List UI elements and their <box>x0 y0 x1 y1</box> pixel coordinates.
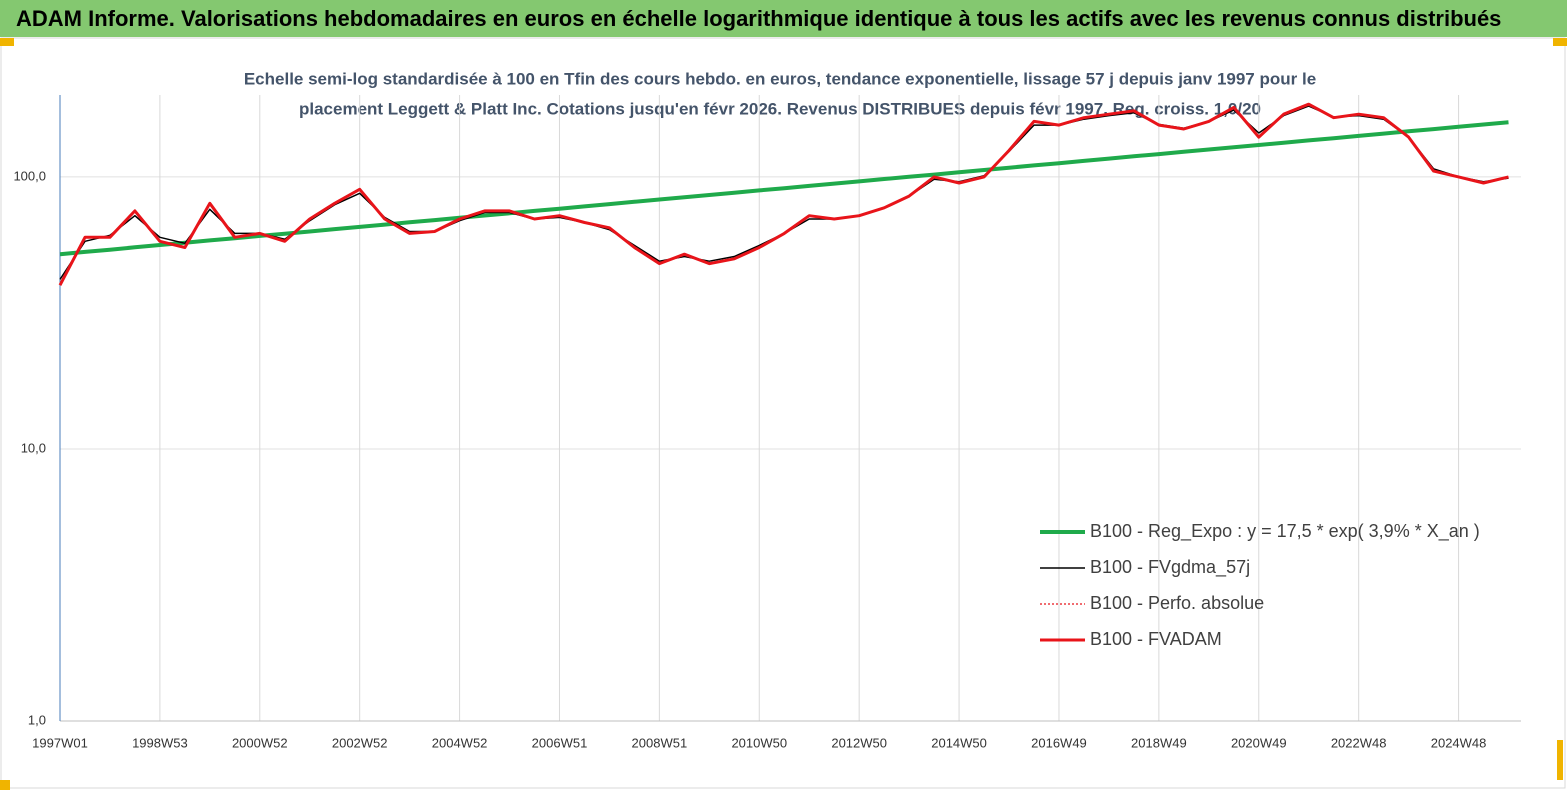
x-tick-label: 2020W49 <box>1231 735 1287 750</box>
x-tick-label: 2004W52 <box>432 735 488 750</box>
x-tick-label: 2000W52 <box>232 735 288 750</box>
series-line <box>58 102 1509 286</box>
corner <box>1557 740 1563 780</box>
chart-title: placement Leggett & Platt Inc. Cotations… <box>299 99 1261 118</box>
series-line <box>59 105 1509 280</box>
y-tick-label: 10,0 <box>21 440 46 455</box>
x-tick-label: 1998W53 <box>132 735 188 750</box>
x-tick-label: 2012W50 <box>831 735 887 750</box>
x-tick-label: 2022W48 <box>1331 735 1387 750</box>
corner <box>0 38 14 46</box>
legend-label: B100 - Perfo. absolue <box>1090 593 1264 613</box>
y-tick-label: 1,0 <box>28 712 46 727</box>
corner <box>1553 38 1567 46</box>
page-title: ADAM Informe. Valorisations hebdomadaire… <box>0 0 1567 37</box>
x-tick-label: 2018W49 <box>1131 735 1187 750</box>
x-tick-label: 2006W51 <box>532 735 588 750</box>
x-tick-label: 2016W49 <box>1031 735 1087 750</box>
x-tick-label: 2024W48 <box>1431 735 1487 750</box>
chart-title: Echelle semi-log standardisée à 100 en T… <box>244 69 1316 88</box>
y-tick-label: 100,0 <box>13 168 46 183</box>
legend-label: B100 - FVADAM <box>1090 629 1222 649</box>
x-tick-label: 1997W01 <box>32 735 88 750</box>
x-tick-label: 2010W50 <box>731 735 787 750</box>
x-tick-label: 2014W50 <box>931 735 987 750</box>
x-tick-label: 2008W51 <box>632 735 688 750</box>
legend-label: B100 - Reg_Expo : y = 17,5 * exp( 3,9% *… <box>1090 521 1480 542</box>
corner <box>0 780 10 790</box>
series-line <box>59 120 1509 257</box>
legend-label: B100 - FVgdma_57j <box>1090 557 1250 578</box>
x-tick-label: 2002W52 <box>332 735 388 750</box>
chart-border <box>0 37 1566 789</box>
series-line <box>59 103 1509 286</box>
